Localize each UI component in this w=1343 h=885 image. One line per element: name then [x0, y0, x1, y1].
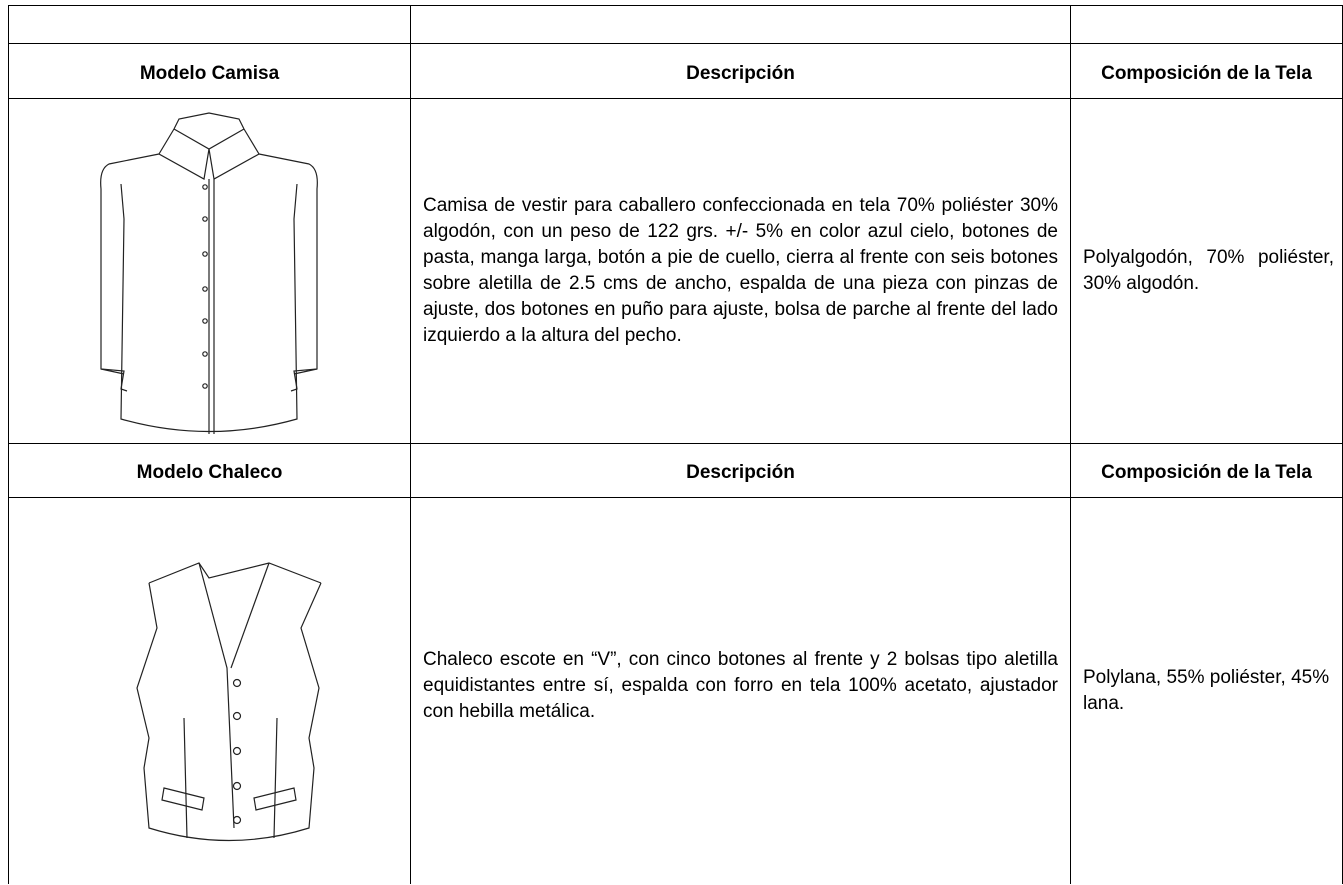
header-cell: Modelo Camisa [8, 43, 410, 98]
composition-text: Polylana, 55% poliéster, 45% lana. [1083, 667, 1330, 714]
shirt-drawing [100, 112, 318, 434]
description-cell: Camisa de vestir para caballero confecci… [410, 98, 1070, 443]
empty-cell [8, 5, 410, 43]
description-text: Chaleco escote en “V”, con cinco botones… [423, 649, 1058, 722]
header-cell: Composición de la Tela [1070, 43, 1343, 98]
vest-drawing [136, 562, 322, 842]
image-cell [8, 497, 410, 884]
composition-text: Polyalgodón, 70% poliéster, 30% algodón. [1083, 247, 1334, 294]
description-cell: Chaleco escote en “V”, con cinco botones… [410, 497, 1070, 884]
header-cell: Composición de la Tela [1070, 443, 1343, 497]
empty-cell [410, 5, 1070, 43]
header-cell: Descripción [410, 443, 1070, 497]
empty-cell [1070, 5, 1343, 43]
header-cell: Descripción [410, 43, 1070, 98]
header-cell: Modelo Chaleco [8, 443, 410, 497]
composition-cell: Polylana, 55% poliéster, 45% lana. [1070, 497, 1343, 884]
description-text: Camisa de vestir para caballero confecci… [423, 195, 1058, 346]
composition-cell: Polyalgodón, 70% poliéster, 30% algodón. [1070, 98, 1343, 443]
image-cell [8, 98, 410, 443]
